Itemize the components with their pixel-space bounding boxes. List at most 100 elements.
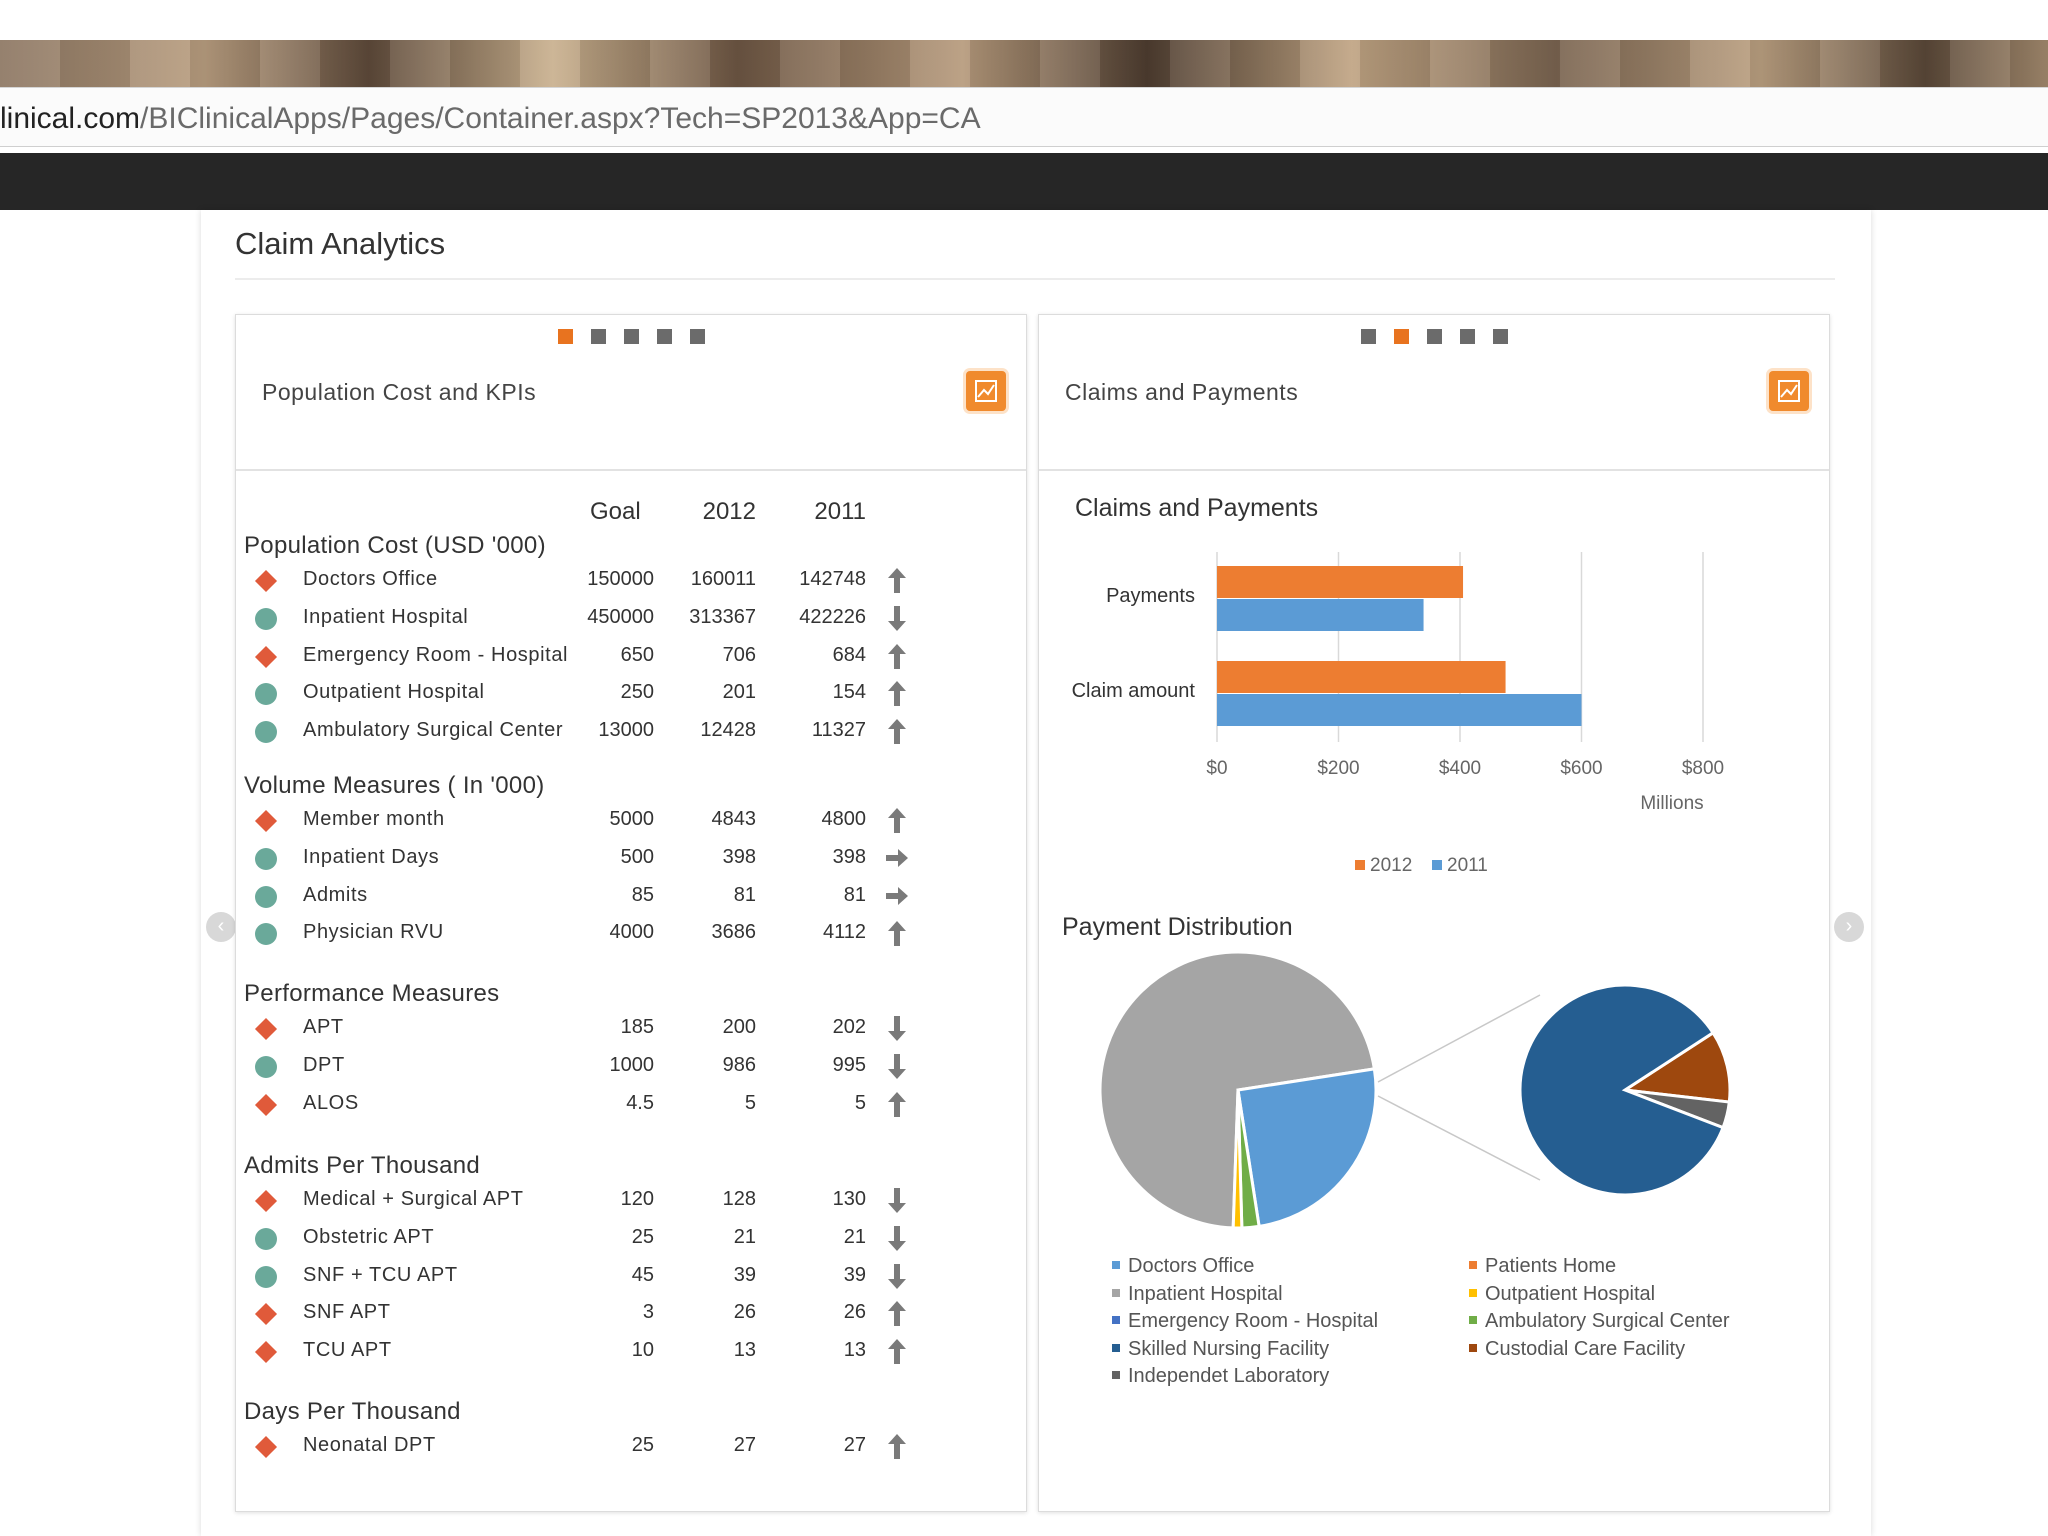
kpi-section-title: Days Per Thousand: [244, 1398, 461, 1425]
kpi-2011: 81: [843, 883, 866, 906]
kpi-2012: 706: [722, 643, 756, 666]
legend-label: Independet Laboratory: [1128, 1365, 1330, 1387]
legend-swatch: [1112, 1371, 1120, 1379]
pie-detail-slice: [1518, 983, 1725, 1197]
kpi-goal: 150000: [587, 568, 654, 590]
carousel-dot-4[interactable]: [656, 329, 672, 344]
kpi-2011: 995: [832, 1053, 866, 1076]
kpi-2012: 200: [722, 1016, 756, 1038]
kpi-label: Emergency Room - Hospital: [303, 643, 569, 666]
legend-swatch: [1355, 860, 1365, 870]
kpi-goal: 250: [620, 681, 654, 704]
carousel-dot-1[interactable]: [1360, 329, 1376, 344]
trend-right-arrow-icon: [886, 848, 908, 867]
kpi-2012: 21: [733, 1225, 756, 1248]
kpi-goal: 3: [642, 1301, 654, 1324]
bar-legend-2012: 2012: [1355, 855, 1412, 877]
carousel-dot-2[interactable]: [1393, 329, 1409, 344]
carousel-dot-1[interactable]: [557, 329, 573, 344]
payment-distribution-pie: [1098, 950, 1732, 1230]
kpi-label: Inpatient Hospital: [303, 605, 469, 628]
x-tick-label: $600: [1560, 758, 1603, 779]
previous-slide-button[interactable]: ‹: [206, 912, 236, 942]
legend-swatch: [1469, 1288, 1477, 1297]
kpi-2011: 4112: [822, 921, 866, 944]
carousel-dot-3[interactable]: [1426, 329, 1442, 344]
address-bar[interactable]: linical.com/BIClinicalApps/Pages/Contain…: [0, 87, 2048, 147]
chart-view-button[interactable]: [1769, 371, 1809, 411]
trend-down-arrow-icon: [888, 1053, 906, 1079]
kpi-2011: 39: [843, 1263, 866, 1286]
pie-legend-item: Patients Home: [1469, 1255, 1616, 1278]
window-top-strip: [0, 0, 2048, 40]
panel-header-divider: [1039, 469, 1829, 471]
chart-view-button[interactable]: [966, 371, 1006, 411]
kpi-2012: 39: [733, 1263, 756, 1286]
kpi-row: Emergency Room - Hospital 650 706 684: [244, 640, 924, 676]
carousel-dot-2[interactable]: [590, 329, 606, 344]
legend-swatch: [1469, 1316, 1477, 1324]
pie-legend-item: Ambulatory Surgical Center: [1469, 1310, 1730, 1333]
next-slide-button[interactable]: ›: [1834, 912, 1864, 942]
legend-label: Patients Home: [1485, 1255, 1617, 1277]
kpi-2012: 201: [722, 681, 756, 704]
pie-legend-item: Independet Laboratory: [1112, 1365, 1329, 1388]
kpi-row: APT 185 200 202: [244, 1012, 924, 1048]
url-text[interactable]: linical.com/BIClinicalApps/Pages/Contain…: [0, 102, 981, 135]
kpi-goal: 450000: [587, 605, 654, 628]
kpi-label: TCU APT: [303, 1339, 392, 1362]
circle-status-icon: [255, 607, 277, 630]
kpi-row: Inpatient Hospital 450000 313367 422226: [244, 602, 924, 638]
kpi-label: Ambulatory Surgical Center: [303, 719, 564, 742]
x-tick-label: $800: [1681, 758, 1725, 779]
kpi-label: Outpatient Hospital: [303, 681, 485, 704]
kpi-carousel-dots: [236, 329, 1026, 344]
kpi-2012: 27: [733, 1434, 756, 1456]
carousel-dot-3[interactable]: [623, 329, 639, 344]
pie-chart-title: Payment Distribution: [1062, 913, 1293, 941]
circle-status-icon: [255, 683, 277, 706]
pie-legend-item: Custodial Care Facility: [1469, 1338, 1685, 1361]
kpi-2012: 26: [733, 1301, 756, 1324]
kpi-2012: 398: [722, 845, 756, 868]
kpi-row: Physician RVU 4000 3686 4112: [244, 917, 924, 953]
diamond-status-icon: [254, 645, 278, 668]
pie-slice: [1231, 1089, 1244, 1230]
bar-legend-2011: 2011: [1432, 855, 1488, 877]
trend-up-arrow-icon: [888, 1091, 906, 1117]
kpi-label: Doctors Office: [303, 568, 438, 590]
kpi-row: Obstetric APT 25 21 21: [244, 1222, 924, 1258]
carousel-dot-5[interactable]: [1492, 329, 1508, 344]
kpi-goal: 13000: [598, 719, 654, 742]
kpi-row: SNF APT 3 26 26: [244, 1297, 924, 1333]
kpi-2012: 160011: [690, 568, 756, 590]
kpi-label: Obstetric APT: [303, 1225, 435, 1248]
trend-right-arrow-icon: [886, 886, 908, 905]
kpi-2011: 27: [843, 1434, 866, 1456]
pie-legend-item: Outpatient Hospital: [1469, 1283, 1655, 1306]
kpi-goal: 185: [620, 1016, 654, 1038]
kpi-panel-title: Population Cost and KPIs: [262, 379, 537, 405]
trend-down-arrow-icon: [888, 1188, 906, 1213]
kpi-2012: 128: [722, 1188, 756, 1210]
carousel-dot-4[interactable]: [1459, 329, 1475, 344]
kpi-row: Outpatient Hospital 250 201 154: [244, 677, 924, 713]
kpi-2011: 684: [832, 643, 866, 666]
legend-swatch: [1112, 1316, 1120, 1324]
x-tick-label: $200: [1317, 758, 1360, 779]
kpi-row: Member month 5000 4843 4800: [244, 804, 924, 840]
kpi-goal: 10: [631, 1339, 654, 1362]
legend-swatch: [1432, 860, 1442, 870]
kpi-goal: 4000: [609, 921, 655, 944]
line-chart-icon: [1778, 380, 1800, 402]
kpi-2011: 154: [832, 681, 866, 704]
kpi-goal: 500: [620, 845, 654, 868]
kpi-2011: 422226: [799, 605, 866, 628]
carousel-dot-5[interactable]: [689, 329, 705, 344]
pie-legend-item: Skilled Nursing Facility: [1112, 1338, 1329, 1361]
legend-swatch: [1469, 1261, 1477, 1269]
trend-up-arrow-icon: [888, 719, 906, 745]
kpi-section-title: Population Cost (USD '000): [244, 532, 546, 559]
claims-panel: Claims and Payments: [1038, 314, 1830, 1512]
kpi-row: DPT 1000 986 995: [244, 1050, 924, 1086]
